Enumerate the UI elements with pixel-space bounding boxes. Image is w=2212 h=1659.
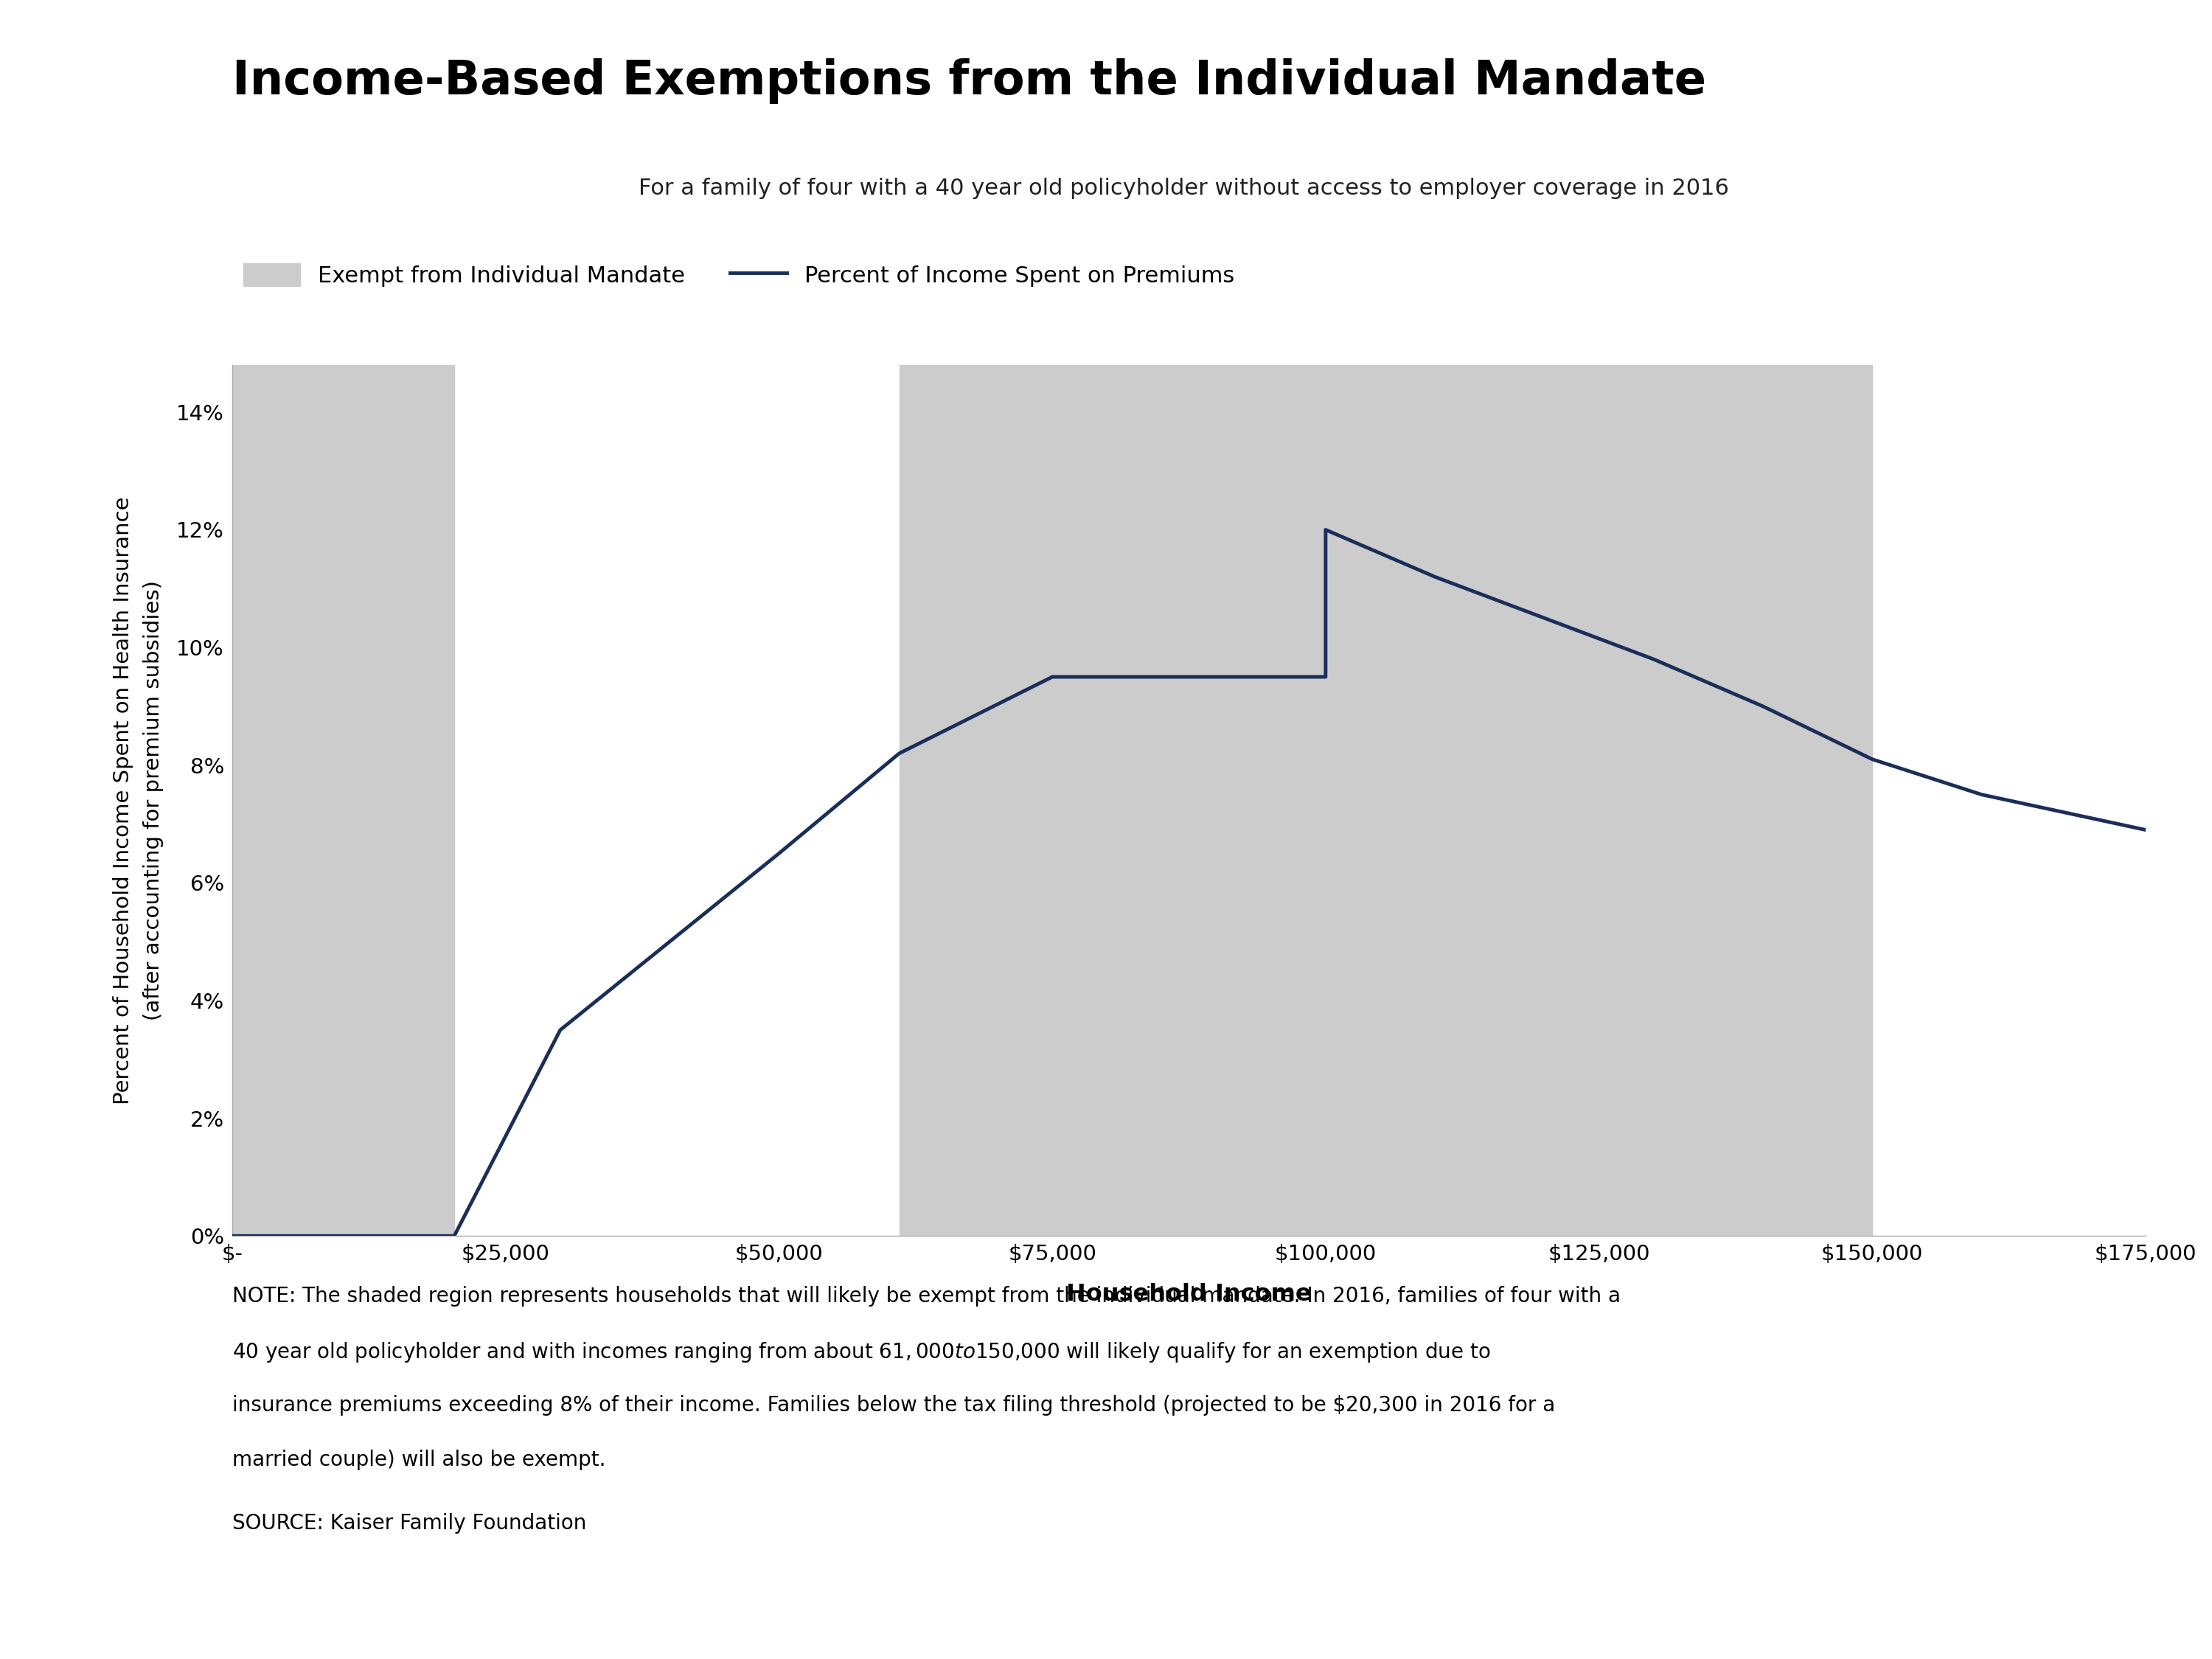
- Y-axis label: Percent of Household Income Spent on Health Insurance
(after accounting for prem: Percent of Household Income Spent on Hea…: [113, 496, 164, 1105]
- Bar: [900, 365, 1871, 1236]
- Text: THE HENRY J.: THE HENRY J.: [1978, 1342, 2057, 1355]
- Text: KAISER: KAISER: [1966, 1390, 2068, 1415]
- Text: For a family of four with a 40 year old policyholder without access to employer : For a family of four with a 40 year old …: [639, 178, 1728, 199]
- Text: NOTE: The shaded region represents households that will likely be exempt from th: NOTE: The shaded region represents house…: [232, 1286, 1621, 1306]
- Text: insurance premiums exceeding 8% of their income. Families below the tax filing t: insurance premiums exceeding 8% of their…: [232, 1395, 1555, 1415]
- Text: married couple) will also be exempt.: married couple) will also be exempt.: [232, 1450, 606, 1470]
- Text: FOUNDATION: FOUNDATION: [1978, 1574, 2057, 1588]
- X-axis label: Household Income: Household Income: [1066, 1282, 1312, 1306]
- Text: 40 year old policyholder and with incomes ranging from about $61,000 to $150,000: 40 year old policyholder and with income…: [232, 1340, 1491, 1364]
- Text: Income-Based Exemptions from the Individual Mandate: Income-Based Exemptions from the Individ…: [232, 58, 1705, 105]
- Text: SOURCE: Kaiser Family Foundation: SOURCE: Kaiser Family Foundation: [232, 1513, 586, 1533]
- Legend: Exempt from Individual Mandate, Percent of Income Spent on Premiums: Exempt from Individual Mandate, Percent …: [243, 264, 1234, 287]
- Bar: [232, 365, 453, 1236]
- Text: FAMILY: FAMILY: [1969, 1473, 2066, 1496]
